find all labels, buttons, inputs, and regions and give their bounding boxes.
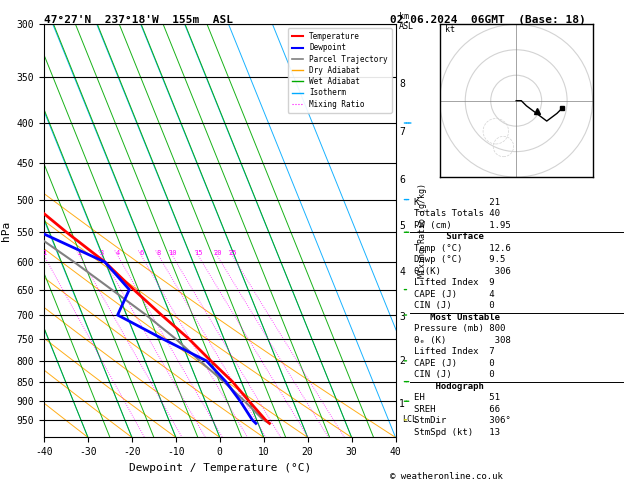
Text: Mixing Ratio (g/kg): Mixing Ratio (g/kg) [418,183,427,278]
Text: Pressure (mb) 800: Pressure (mb) 800 [414,324,505,333]
Text: CIN (J)       0: CIN (J) 0 [414,301,494,310]
Text: Totals Totals 40: Totals Totals 40 [414,209,500,218]
Text: 20: 20 [213,250,222,256]
Y-axis label: hPa: hPa [1,221,11,241]
Text: 4: 4 [116,250,120,256]
Text: 47°27'N  237°18'W  155m  ASL: 47°27'N 237°18'W 155m ASL [44,15,233,25]
Text: StmSpd (kt)   13: StmSpd (kt) 13 [414,428,500,436]
Text: Temp (°C)     12.6: Temp (°C) 12.6 [414,244,511,253]
Text: EH            51: EH 51 [414,393,500,402]
Text: 4: 4 [399,267,405,277]
Text: 8: 8 [399,79,405,89]
Text: SREH          66: SREH 66 [414,405,500,414]
Text: 7: 7 [399,127,405,138]
Text: θₑ (K)         308: θₑ (K) 308 [414,336,511,345]
Text: 3: 3 [100,250,104,256]
Text: 3: 3 [399,312,405,322]
Text: Lifted Index  9: Lifted Index 9 [414,278,494,287]
Text: © weatheronline.co.uk: © weatheronline.co.uk [390,472,503,481]
Text: 15: 15 [194,250,203,256]
Text: 1: 1 [42,250,47,256]
Text: 2: 2 [78,250,82,256]
Text: 6: 6 [140,250,144,256]
Text: Surface: Surface [414,232,484,242]
Text: StmDir        306°: StmDir 306° [414,416,511,425]
Text: 5: 5 [399,221,405,231]
Text: Lifted Index  7: Lifted Index 7 [414,347,494,356]
Text: PW (cm)       1.95: PW (cm) 1.95 [414,221,511,230]
Text: θₑ(K)          306: θₑ(K) 306 [414,267,511,276]
Text: km
ASL: km ASL [399,12,414,31]
Text: 02.06.2024  06GMT  (Base: 18): 02.06.2024 06GMT (Base: 18) [390,15,586,25]
Text: 25: 25 [228,250,237,256]
Text: K             21: K 21 [414,198,500,207]
Text: Hodograph: Hodograph [414,382,484,391]
Text: CIN (J)       0: CIN (J) 0 [414,370,494,379]
Text: kt: kt [445,25,455,34]
Text: Dewp (°C)     9.5: Dewp (°C) 9.5 [414,255,505,264]
Text: 2: 2 [399,356,405,366]
Text: 1: 1 [399,399,405,409]
Legend: Temperature, Dewpoint, Parcel Trajectory, Dry Adiabat, Wet Adiabat, Isotherm, Mi: Temperature, Dewpoint, Parcel Trajectory… [288,28,392,112]
Text: CAPE (J)      4: CAPE (J) 4 [414,290,494,299]
Text: 6: 6 [399,175,405,185]
Text: CAPE (J)      0: CAPE (J) 0 [414,359,494,368]
X-axis label: Dewpoint / Temperature (°C): Dewpoint / Temperature (°C) [129,463,311,473]
Text: 10: 10 [169,250,177,256]
Text: 8: 8 [157,250,161,256]
Text: Most Unstable: Most Unstable [414,312,500,322]
Text: LCL: LCL [402,416,417,424]
